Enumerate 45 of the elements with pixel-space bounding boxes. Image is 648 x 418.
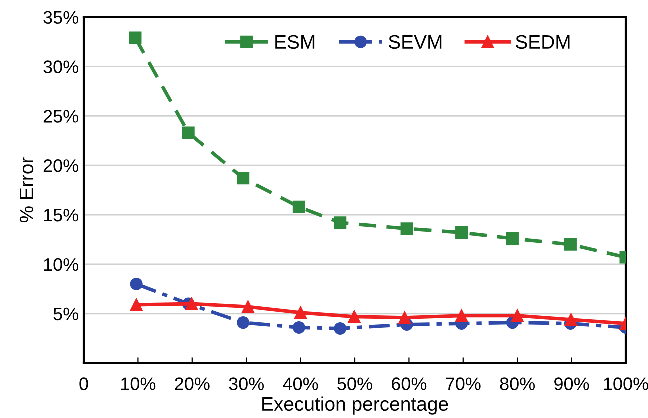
point [186, 298, 198, 310]
point [237, 172, 250, 185]
x-tick-label: 30% [229, 378, 264, 390]
x-tick-label: 0 [80, 378, 88, 390]
x-tick-label: 40% [283, 378, 318, 390]
point [130, 278, 143, 290]
point [292, 321, 306, 334]
x-tick-label: 80% [500, 378, 536, 390]
x-tick-label: 90% [554, 378, 590, 390]
point [182, 126, 195, 140]
point [511, 310, 524, 322]
x-tick-label: 10% [122, 378, 156, 390]
x-tick-label: 20% [175, 378, 210, 390]
point [456, 310, 468, 322]
y-tick-label: 15% [44, 209, 78, 222]
y-tick-label: 20% [44, 160, 78, 172]
point [129, 32, 142, 44]
x-tick-label: 50% [338, 378, 372, 390]
point [400, 222, 414, 236]
y-tick-label: 25% [44, 110, 78, 123]
x-axis-title: Execution percentage [262, 396, 448, 415]
point [130, 298, 143, 312]
legend-label: SEVM [388, 35, 442, 50]
point [456, 226, 468, 240]
point [398, 312, 412, 324]
point [237, 316, 250, 330]
legend-label: SEDM [516, 35, 570, 50]
point [292, 200, 306, 214]
point [294, 306, 308, 320]
point [242, 300, 254, 314]
point [334, 216, 347, 230]
y-tick-label: 5% [54, 308, 78, 321]
x-tick-label: 70% [446, 378, 481, 390]
x-tick-label: 100% [604, 378, 648, 390]
y-tick-label: 35% [44, 11, 78, 24]
point [565, 314, 578, 326]
point [334, 322, 347, 335]
y-tick-label: 30% [44, 60, 78, 74]
y-axis-title: % Error [20, 158, 34, 223]
point [506, 232, 519, 245]
x-tick-label: 60% [392, 378, 427, 390]
y-tick-label: 10% [44, 258, 78, 272]
point [348, 310, 361, 324]
legend-label: ESM [276, 35, 315, 50]
point [564, 238, 577, 251]
